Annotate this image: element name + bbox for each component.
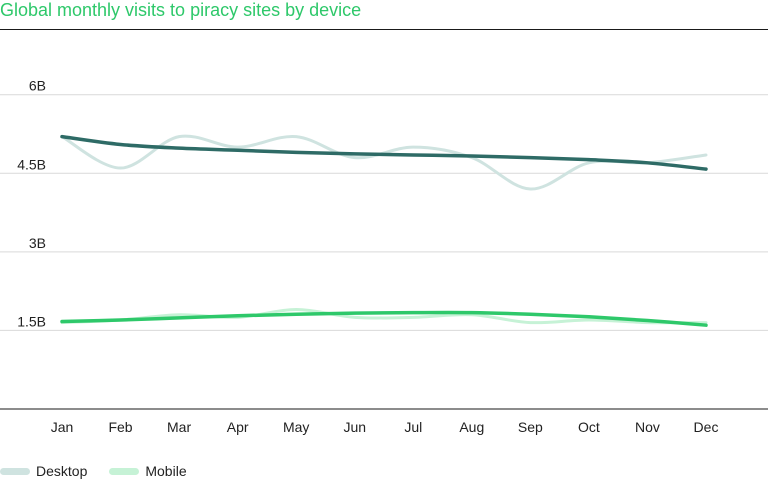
series-lines — [60, 134, 708, 327]
series-line-desktop — [60, 134, 708, 191]
y-tick-label: 3B — [29, 235, 46, 251]
x-tick-label: Nov — [635, 419, 660, 435]
x-tick-label: Aug — [459, 419, 484, 435]
series-line-mobile — [60, 307, 708, 325]
legend-swatch-mobile — [109, 467, 140, 475]
legend-item-mobile: Mobile — [109, 463, 187, 479]
grid-lines — [0, 94, 768, 331]
x-tick-label: Jun — [343, 419, 366, 435]
y-tick-label: 1.5B — [17, 313, 46, 329]
y-tick-label: 4.5B — [17, 156, 46, 172]
x-tick-label: Jul — [404, 419, 422, 435]
x-tick-label: May — [283, 419, 309, 435]
legend-label-mobile: Mobile — [145, 463, 187, 479]
x-tick-label: Jan — [51, 419, 74, 435]
legend-item-desktop: Desktop — [0, 463, 87, 479]
title-rule — [0, 29, 768, 30]
x-axis-ticks: Jan Feb Mar Apr May Jun Jul Aug Sep Oct Nov Dec — [51, 419, 719, 435]
y-tick-label: 6B — [29, 78, 46, 94]
x-tick-label: Mar — [167, 419, 191, 435]
legend-swatch-desktop — [0, 467, 30, 475]
line-chart: 6B 4.5B 3B 1.5B Jan Feb Mar Apr May Jun Jul Aug Sep… — [0, 78, 768, 435]
trend-line-desktop — [60, 134, 708, 171]
trend-line-mobile — [60, 310, 708, 327]
legend-label-desktop: Desktop — [36, 463, 88, 479]
legend: Desktop Mobile — [0, 463, 209, 479]
x-tick-label: Oct — [578, 419, 600, 435]
x-tick-label: Dec — [694, 419, 719, 435]
x-tick-label: Feb — [108, 419, 132, 435]
x-tick-label: Sep — [518, 419, 543, 435]
chart-title: Global monthly visits to piracy sites by… — [0, 0, 362, 20]
x-tick-label: Apr — [227, 419, 249, 435]
y-axis-ticks: 6B 4.5B 3B 1.5B — [17, 78, 46, 330]
